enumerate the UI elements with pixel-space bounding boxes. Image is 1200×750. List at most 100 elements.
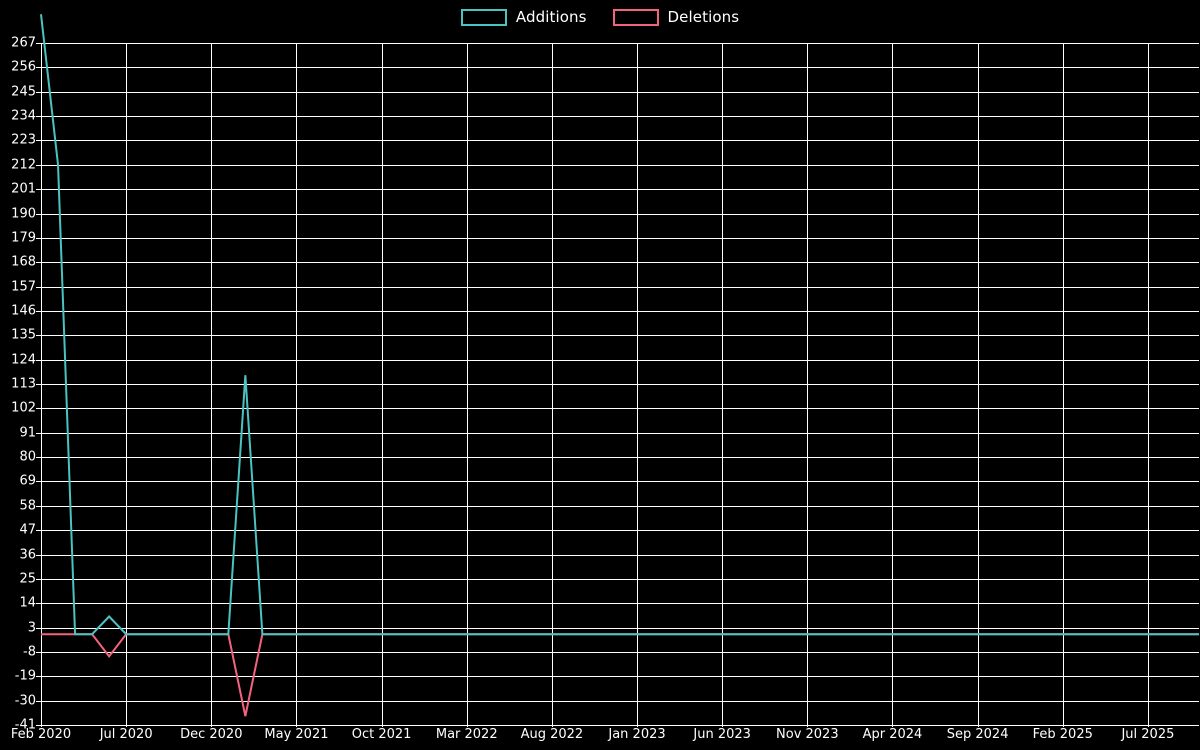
y-axis-tick-label: 69	[19, 473, 36, 489]
x-axis-tick-label: Apr 2024	[862, 727, 923, 742]
x-axis-tick-label: Mar 2022	[435, 727, 498, 742]
y-axis-tick-mark	[36, 360, 41, 361]
y-axis-tick-label: 245	[11, 84, 36, 100]
x-axis-tick-mark	[637, 721, 638, 727]
y-axis-tick-mark	[36, 408, 41, 409]
plot-area	[40, 14, 1199, 726]
chart-legend: Additions Deletions	[0, 0, 1200, 34]
y-axis-tick-mark	[36, 701, 41, 702]
y-axis-tick-label: 36	[19, 547, 36, 562]
y-axis-tick-mark	[36, 433, 41, 434]
grid-lines	[41, 43, 1199, 726]
y-axis-tick-label: 14	[19, 595, 36, 611]
y-axis-tick-label: 47	[19, 522, 36, 538]
x-axis-tick-label: Jun 2023	[693, 727, 751, 742]
y-axis-tick-mark	[36, 457, 41, 458]
y-axis-tick-mark	[36, 238, 41, 239]
y-axis-tick-mark	[36, 481, 41, 482]
plot-svg	[40, 14, 1199, 726]
y-axis-tick-label: 179	[11, 230, 36, 246]
y-axis-tick-mark	[36, 189, 41, 190]
x-axis-tick-mark	[467, 721, 468, 727]
y-axis-tick-mark	[36, 165, 41, 166]
y-axis-tick-label: 223	[11, 132, 36, 148]
series-line-deletions[interactable]	[41, 633, 1199, 717]
x-axis-tick-mark	[1148, 721, 1149, 727]
y-axis-tick-mark	[36, 506, 41, 507]
y-axis-tick-label: 168	[11, 254, 36, 270]
y-axis-tick-mark	[36, 214, 41, 215]
x-axis-tick-mark	[296, 721, 297, 727]
y-axis-tick-label: -19	[14, 668, 36, 684]
y-axis-tick-mark	[36, 335, 41, 336]
y-axis-tick-mark	[36, 628, 41, 629]
y-axis: 267 256 245 234 223 212 201 190 179 168 157 146 135 1…	[0, 37, 41, 732]
y-axis-tick-label: -30	[14, 693, 36, 709]
x-axis-tick-mark	[978, 721, 979, 727]
x-axis-tick-label: Jan 2023	[608, 727, 666, 742]
y-axis-tick-mark	[36, 67, 41, 68]
x-axis-tick-mark	[211, 721, 212, 727]
y-axis-tick-mark	[36, 140, 41, 141]
y-axis-tick-mark	[36, 116, 41, 117]
legend-item-additions[interactable]: Additions	[460, 7, 587, 26]
x-axis-tick-mark	[1063, 721, 1064, 727]
x-axis-tick-label: Aug 2022	[520, 727, 584, 742]
x-axis-tick-mark	[807, 721, 808, 727]
y-axis-tick-label: 80	[19, 449, 36, 465]
x-axis-tick-mark	[552, 721, 553, 727]
x-axis-tick-label: Nov 2023	[776, 727, 839, 742]
y-axis-tick-label: 91	[19, 425, 36, 441]
x-axis-tick-label: Dec 2020	[180, 727, 243, 742]
y-axis-tick-label: 267	[11, 35, 36, 51]
y-axis-tick-mark	[36, 603, 41, 604]
x-axis: Feb 2020 Jul 2020 Dec 2020 May 2021 Oct 2021…	[0, 721, 1200, 750]
y-axis-tick-mark	[36, 676, 41, 677]
y-axis-tick-mark	[36, 579, 41, 580]
y-axis-tick-label: 190	[11, 206, 36, 221]
y-axis-tick-label: 135	[11, 327, 36, 343]
y-axis-tick-mark	[36, 555, 41, 556]
y-axis-tick-mark	[36, 311, 41, 312]
y-axis-tick-mark	[36, 384, 41, 385]
line-swatch-icon-additions	[460, 8, 507, 26]
x-axis-tick-mark	[722, 721, 723, 727]
x-axis-tick-label: Jul 2020	[99, 727, 153, 742]
x-axis-tick-label: Feb 2020	[10, 727, 72, 742]
x-axis-tick-label: Feb 2025	[1032, 727, 1093, 742]
y-axis-tick-mark	[36, 43, 41, 44]
legend-label-additions: Additions	[515, 7, 587, 26]
y-axis-tick-mark	[36, 287, 41, 288]
y-axis-tick-label: 234	[11, 108, 36, 124]
y-axis-tick-label: 25	[19, 571, 36, 587]
y-axis-tick-mark	[36, 530, 41, 531]
y-axis-tick-label: 146	[11, 303, 36, 319]
x-axis-tick-label: Jul 2025	[1121, 727, 1175, 742]
series-line-additions[interactable]	[40, 14, 1199, 636]
y-axis-tick-label: 102	[11, 400, 36, 416]
line-swatch-icon-deletions	[612, 8, 659, 26]
x-axis-tick-mark	[126, 721, 127, 727]
y-axis-tick-label: -41	[14, 717, 36, 733]
y-axis-tick-mark	[36, 725, 41, 726]
y-axis-tick-label: 157	[11, 279, 36, 295]
y-axis-tick-label: 113	[11, 376, 36, 392]
y-axis-tick-label: 124	[11, 352, 36, 368]
series-lines	[40, 14, 1199, 717]
y-axis-tick-label: -8	[23, 644, 36, 660]
x-axis-tick-label: Sep 2024	[946, 727, 1009, 742]
x-axis-tick-mark	[382, 721, 383, 727]
x-axis-tick-mark	[892, 721, 893, 727]
x-axis-tick-label: May 2021	[264, 727, 329, 742]
x-axis-tick-mark	[41, 721, 42, 727]
y-axis-tick-mark	[36, 92, 41, 93]
y-axis-tick-mark	[36, 652, 41, 653]
legend-item-deletions[interactable]: Deletions	[612, 8, 740, 26]
x-axis-tick-label: Oct 2021	[351, 727, 412, 742]
y-axis-tick-mark	[36, 262, 41, 263]
y-axis-tick-label: 201	[11, 181, 36, 197]
y-axis-tick-label: 256	[11, 59, 36, 75]
y-axis-tick-label: 212	[11, 157, 36, 173]
y-axis-tick-label: 3	[27, 620, 36, 636]
